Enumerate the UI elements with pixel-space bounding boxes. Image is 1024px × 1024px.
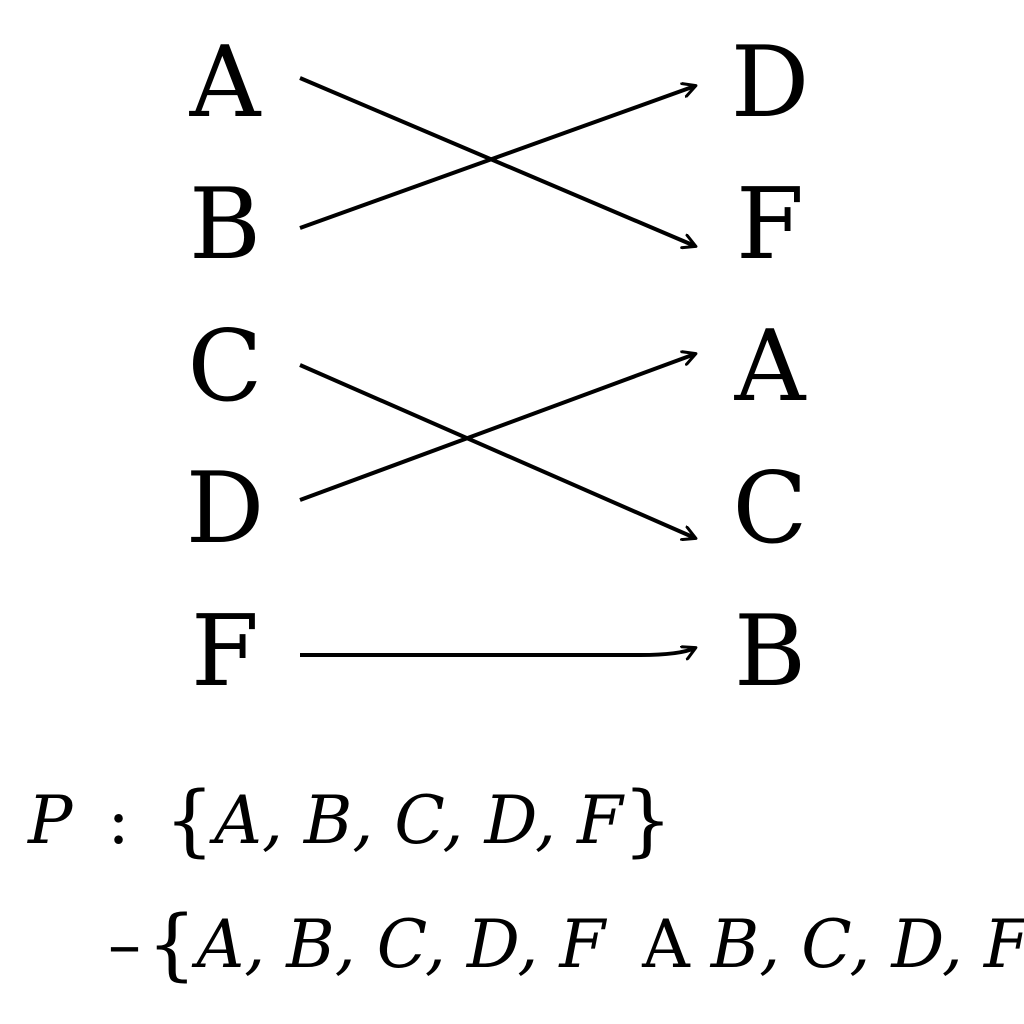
set-elements: A, B, C, D, F — [214, 782, 623, 859]
right-node-d: D — [730, 26, 810, 140]
left-node-d: D — [185, 452, 265, 566]
left-node-a: A — [189, 26, 261, 140]
minus-sign: – — [108, 906, 141, 983]
close-brace: } — [622, 776, 673, 866]
formula-line-1: P : {A, B, C, D, F} — [28, 782, 672, 860]
right-node-f: F — [736, 168, 804, 282]
right-node-c: C — [732, 452, 808, 566]
open-brace: { — [147, 900, 197, 990]
arrow-b-to-d — [299, 86, 695, 230]
upright-letter: A — [642, 906, 690, 983]
right-node-a: A — [734, 310, 806, 424]
arrow-a-to-f — [299, 76, 695, 246]
open-brace: { — [164, 776, 215, 866]
colon: : — [107, 782, 130, 859]
arrow-d-to-a — [299, 354, 695, 502]
set-symbol: P — [28, 782, 73, 859]
left-node-f: F — [191, 595, 259, 709]
formula-line-2: –{A, B, C, D, F A B, C, D, F} — [108, 906, 1024, 984]
arrow-c-to-c — [299, 363, 695, 538]
arrow-f-to-b — [300, 648, 695, 655]
set-tail: B, C, D, F — [710, 906, 1024, 983]
left-node-c: C — [187, 310, 263, 424]
left-node-b: B — [188, 168, 262, 282]
right-node-b: B — [733, 595, 807, 709]
mapping-arrows — [299, 76, 1024, 720]
set-elements: A, B, C, D, F — [196, 906, 606, 983]
